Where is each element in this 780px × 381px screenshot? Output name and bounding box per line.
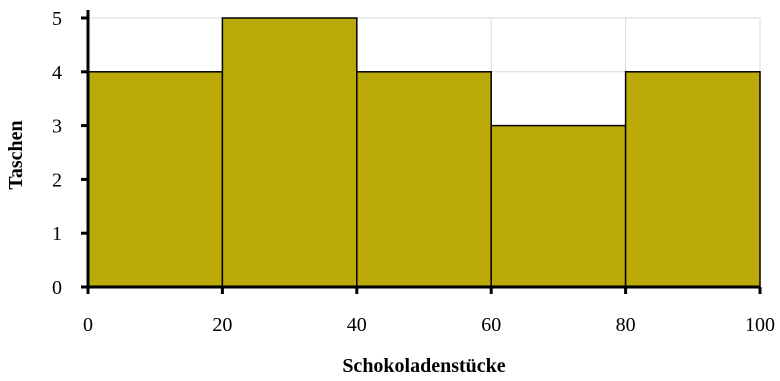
histogram-bar [490, 124, 627, 288]
bars [87, 17, 761, 288]
axes [81, 10, 762, 294]
x-tick-label: 60 [481, 314, 501, 336]
x-tick-label: 40 [347, 314, 367, 336]
x-tick-label: 100 [745, 314, 775, 336]
y-tick-label: 0 [52, 277, 62, 299]
histogram-bar [87, 71, 224, 288]
y-tick-label: 4 [52, 62, 62, 84]
histogram-bar [624, 71, 761, 288]
x-tick-label: 0 [83, 314, 93, 336]
tick-labels: 0 20 40 60 80 100 0 1 2 3 4 5 [52, 8, 775, 336]
y-tick-label: 1 [52, 223, 62, 245]
y-tick-label: 3 [52, 116, 62, 138]
x-tick-label: 20 [212, 314, 232, 336]
histogram-bar [356, 71, 492, 288]
x-tick-label: 80 [616, 314, 636, 336]
y-tick-label: 2 [52, 169, 62, 191]
histogram-bar [221, 17, 358, 288]
y-tick-label: 5 [52, 8, 62, 30]
x-axis-title: Schokoladenstücke [342, 355, 505, 377]
y-axis-title: Taschen [5, 120, 27, 189]
